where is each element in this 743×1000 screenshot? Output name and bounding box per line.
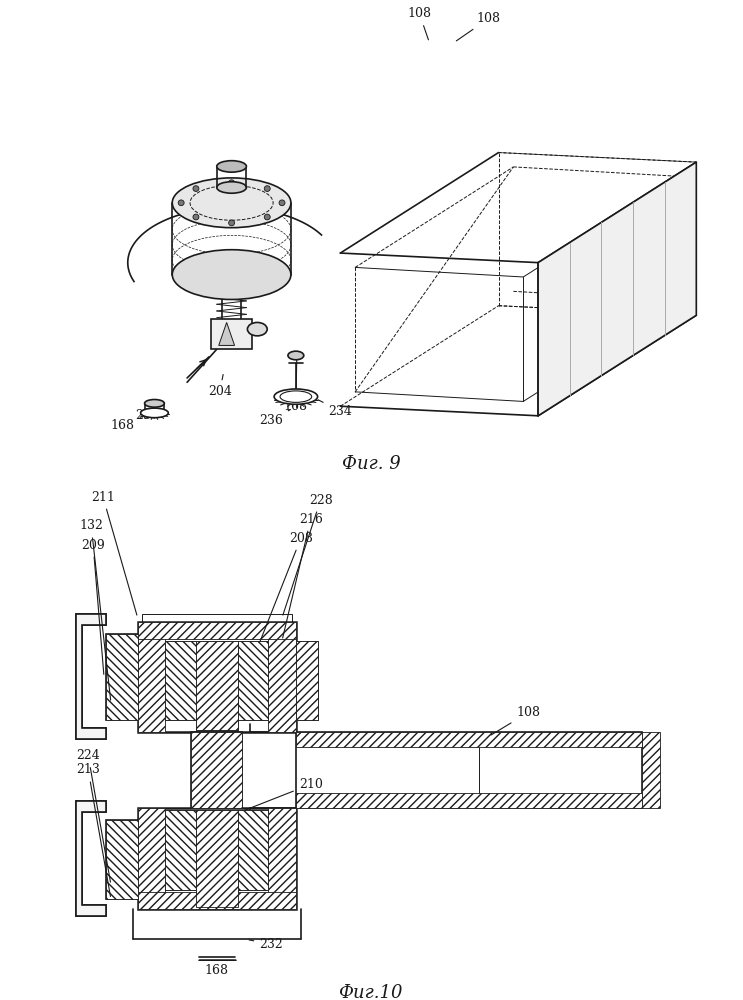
Ellipse shape (247, 322, 267, 336)
Polygon shape (642, 732, 660, 808)
Text: 213: 213 (77, 763, 111, 896)
Text: 216: 216 (282, 513, 322, 638)
Polygon shape (106, 820, 137, 899)
Text: 228: 228 (283, 494, 332, 615)
Circle shape (229, 220, 235, 226)
Ellipse shape (274, 389, 317, 404)
Text: 232: 232 (249, 938, 283, 951)
Ellipse shape (172, 178, 291, 228)
Text: 234: 234 (318, 400, 352, 418)
Polygon shape (77, 614, 106, 739)
Polygon shape (296, 793, 642, 808)
Text: Фиг.10: Фиг.10 (338, 984, 402, 1000)
Text: 108: 108 (491, 706, 540, 735)
Polygon shape (268, 622, 296, 732)
Ellipse shape (217, 182, 247, 193)
Text: 236: 236 (259, 410, 291, 427)
Polygon shape (211, 319, 253, 349)
Text: 204: 204 (208, 374, 232, 398)
Polygon shape (218, 322, 235, 345)
Ellipse shape (140, 408, 169, 418)
Ellipse shape (217, 161, 247, 172)
Text: 208: 208 (241, 532, 313, 691)
Polygon shape (268, 808, 296, 909)
Circle shape (229, 180, 235, 186)
Polygon shape (137, 892, 296, 909)
Ellipse shape (172, 250, 291, 299)
Circle shape (193, 186, 199, 191)
Text: 224: 224 (77, 749, 111, 882)
Text: 168: 168 (111, 415, 145, 432)
Text: 168: 168 (205, 964, 229, 977)
Polygon shape (238, 810, 268, 890)
Ellipse shape (288, 351, 304, 360)
Polygon shape (77, 801, 106, 916)
Polygon shape (191, 732, 242, 808)
Circle shape (178, 200, 184, 206)
Polygon shape (137, 622, 296, 639)
Polygon shape (137, 622, 166, 732)
Text: 237: 237 (136, 404, 164, 422)
Circle shape (193, 214, 199, 220)
Circle shape (265, 186, 270, 191)
Text: 108: 108 (456, 12, 501, 41)
Polygon shape (137, 808, 166, 909)
Polygon shape (196, 641, 238, 730)
Polygon shape (296, 732, 642, 747)
Polygon shape (196, 810, 238, 907)
Text: Фиг. 9: Фиг. 9 (342, 455, 400, 473)
Polygon shape (296, 641, 317, 720)
Circle shape (265, 214, 270, 220)
Circle shape (279, 200, 285, 206)
Text: 168: 168 (284, 356, 308, 413)
Text: 209: 209 (81, 539, 105, 674)
Polygon shape (106, 634, 137, 720)
Polygon shape (238, 641, 268, 720)
Text: 210: 210 (240, 778, 322, 812)
Text: 132: 132 (80, 519, 111, 700)
Text: 108: 108 (407, 7, 432, 40)
Polygon shape (166, 810, 196, 890)
Ellipse shape (145, 400, 164, 407)
Text: 211: 211 (91, 491, 137, 615)
Polygon shape (538, 162, 696, 416)
Polygon shape (166, 641, 196, 720)
